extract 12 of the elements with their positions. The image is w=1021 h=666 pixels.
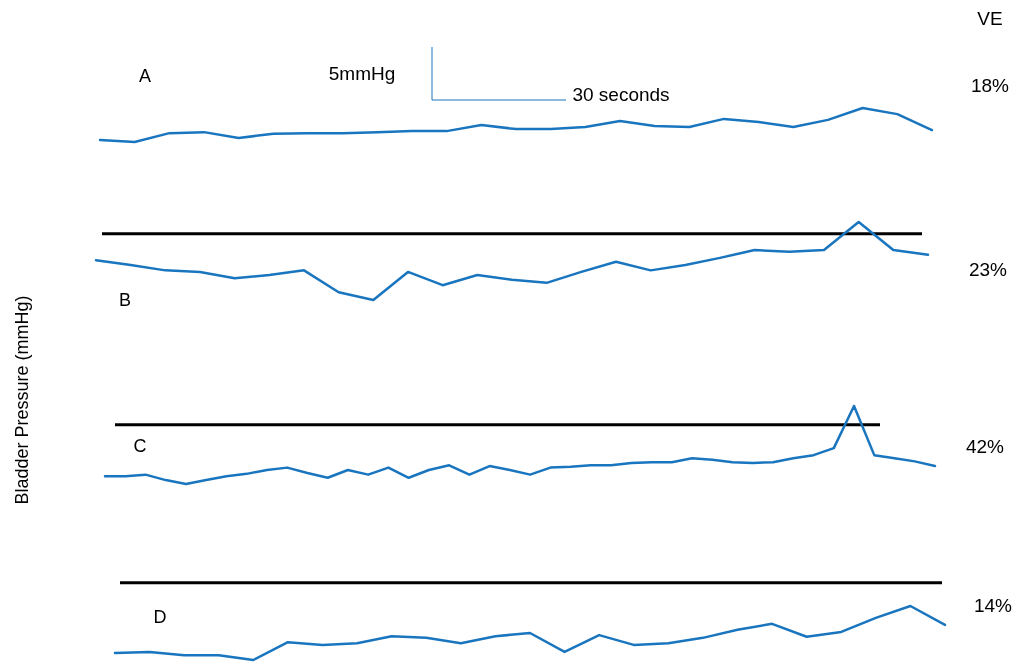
- text: C: [133, 436, 147, 456]
- chart-title: A: [138, 66, 152, 86]
- text: VE: [977, 8, 1003, 29]
- y-axis-title: Bladder Pressure (mmHg): [12, 295, 32, 505]
- text: 30 seconds: [572, 84, 670, 105]
- chart-title: D: [153, 607, 167, 627]
- text: 14%: [973, 595, 1013, 616]
- text: B: [118, 290, 132, 310]
- text: 18%: [970, 75, 1010, 96]
- text: 5mmHg: [328, 63, 396, 84]
- text: 42%: [965, 436, 1005, 457]
- text: 23%: [968, 259, 1008, 280]
